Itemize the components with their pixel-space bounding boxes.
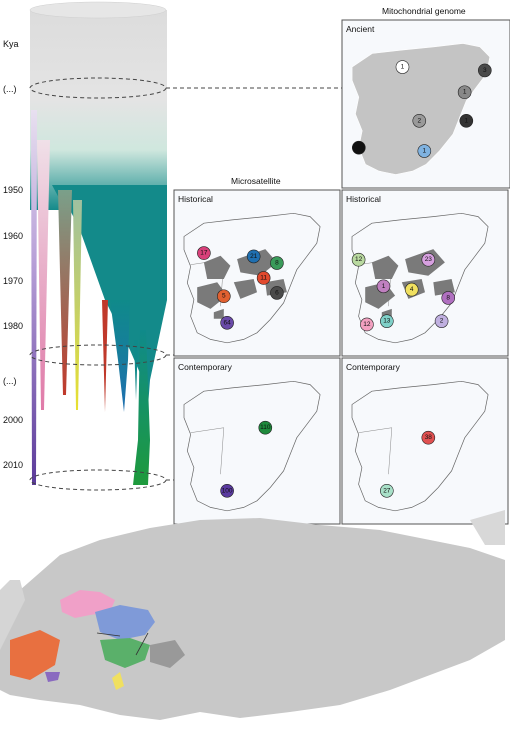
panel-title: Historical — [346, 194, 381, 204]
svg-text:2: 2 — [417, 117, 421, 124]
pie-historical-right-6: 13 — [380, 314, 394, 328]
pie-historical-right-5: 12 — [360, 317, 374, 332]
pie-historical-left-2: 11 — [256, 271, 271, 285]
pie-ancient-3: 2 — [412, 114, 427, 128]
lineage-teal-thin — [134, 340, 138, 400]
pie-ancient-5: 1 — [351, 140, 366, 155]
panel-historical-right: Historical 12 23 4 1 8 12 13 2 — [341, 189, 509, 357]
svg-text:8: 8 — [446, 294, 450, 301]
lineage-teal — [52, 185, 167, 420]
pie-historical-left-0: 17 — [197, 246, 211, 260]
lineage-blue — [110, 300, 130, 412]
pie-historical-right-4: 8 — [441, 291, 456, 305]
pie-historical-right-3: 1 — [376, 279, 391, 294]
timeline-cylinder — [29, 1, 167, 485]
lineage-red-thin — [102, 300, 108, 412]
svg-text:1: 1 — [401, 64, 405, 71]
tick-2: 1960 — [3, 231, 23, 241]
pie-ancient-2: 1 — [457, 85, 472, 100]
bottom-map-purple — [45, 672, 60, 682]
header-micro: Microsatellite — [231, 176, 281, 186]
svg-text:100: 100 — [222, 487, 233, 494]
svg-text:12: 12 — [355, 256, 363, 263]
pie-ancient-6: 1 — [417, 144, 432, 158]
tick-3: 1970 — [3, 276, 23, 286]
svg-text:13: 13 — [383, 318, 391, 325]
svg-text:27: 27 — [383, 487, 391, 494]
svg-text:1: 1 — [463, 89, 467, 96]
svg-text:23: 23 — [425, 256, 433, 263]
pie-historical-left-3: 8 — [270, 256, 284, 270]
pie-contemporary-left-0: 110 — [258, 420, 273, 435]
pie-ancient-0: 1 — [395, 60, 410, 74]
panel-title: Contemporary — [178, 362, 233, 372]
bottom-map-green — [100, 638, 150, 668]
lineage-pink — [37, 140, 50, 410]
pie-historical-right-7: 2 — [434, 314, 449, 328]
svg-text:21: 21 — [250, 253, 258, 260]
panel-contemporary-left: Contemporary 110 100 — [173, 357, 341, 525]
bottom-map-yellow — [112, 672, 124, 690]
svg-text:5: 5 — [222, 293, 226, 300]
svg-text:110: 110 — [260, 424, 271, 431]
pie-historical-right-1: 23 — [421, 252, 436, 267]
lineage-purple — [31, 110, 37, 485]
panel-title: Ancient — [346, 24, 375, 34]
svg-text:1: 1 — [465, 117, 469, 124]
pie-historical-right-0: 12 — [351, 252, 366, 267]
tick-0: (...) — [3, 84, 17, 94]
pie-ancient-1: 3 — [477, 63, 492, 78]
bottom-map-blue — [95, 605, 155, 640]
panel-historical-left: Historical 17 21 11 8 6 5 64 — [173, 189, 341, 357]
tick-4: 1980 — [3, 321, 23, 331]
panel-ancient: Ancient 1 3 1 2 1 1 1 — [341, 19, 510, 189]
panel-title: Historical — [178, 194, 213, 204]
pie-contemporary-left-1: 100 — [220, 483, 234, 498]
svg-text:2: 2 — [440, 318, 444, 325]
tick-5: (...) — [3, 376, 17, 386]
svg-text:1: 1 — [357, 144, 361, 151]
svg-text:64: 64 — [224, 319, 232, 326]
tick-7: 2010 — [3, 460, 23, 470]
bottom-map-orange — [10, 630, 60, 680]
svg-text:1: 1 — [382, 283, 386, 290]
svg-text:6: 6 — [275, 289, 279, 296]
svg-text:1: 1 — [423, 148, 427, 155]
pie-historical-left-5: 5 — [217, 289, 231, 304]
svg-text:12: 12 — [363, 321, 371, 328]
pie-historical-left-6: 64 — [220, 315, 234, 330]
bottom-map — [0, 510, 505, 720]
svg-text:4: 4 — [410, 286, 414, 293]
pie-historical-left-1: 21 — [246, 249, 261, 264]
pie-contemporary-right-0: 38 — [421, 430, 436, 445]
svg-text:3: 3 — [483, 67, 487, 74]
tick-6: 2000 — [3, 415, 23, 425]
lineage-red — [58, 190, 72, 395]
pie-contemporary-right-1: 27 — [380, 483, 394, 498]
svg-text:17: 17 — [200, 250, 208, 257]
svg-text:38: 38 — [425, 434, 433, 441]
pie-historical-right-2: 4 — [404, 282, 419, 297]
svg-text:11: 11 — [260, 274, 267, 281]
time-axis: Kya (...) 1950 1960 1970 1980 (...) 2000… — [3, 39, 23, 470]
lineage-green — [133, 330, 150, 485]
header-mito: Mitochondrial genome — [382, 6, 466, 16]
axis-unit: Kya — [3, 39, 19, 49]
pie-ancient-4: 1 — [459, 114, 474, 128]
panel-contemporary-right: Contemporary 38 27 — [341, 357, 509, 525]
svg-text:8: 8 — [275, 260, 279, 267]
panel-title: Contemporary — [346, 362, 401, 372]
bottom-map-gray — [150, 640, 185, 668]
pie-historical-left-4: 6 — [270, 286, 284, 300]
lineage-yellow — [73, 200, 82, 410]
tick-1: 1950 — [3, 185, 23, 195]
